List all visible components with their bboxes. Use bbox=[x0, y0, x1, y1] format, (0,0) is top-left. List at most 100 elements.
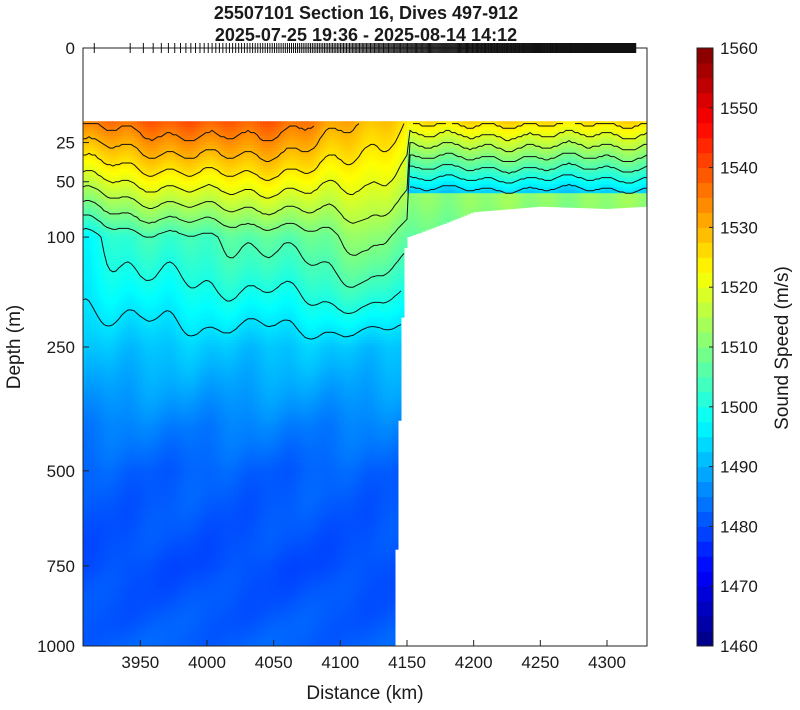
heatmap-cell bbox=[167, 223, 171, 227]
heatmap-cell bbox=[98, 355, 102, 359]
heatmap-cell bbox=[122, 442, 126, 446]
heatmap-cell bbox=[140, 568, 144, 572]
heatmap-cell bbox=[104, 136, 108, 140]
heatmap-cell bbox=[101, 415, 105, 419]
heatmap-cell bbox=[155, 427, 159, 431]
heatmap-cell bbox=[134, 391, 138, 395]
heatmap-cell bbox=[125, 361, 129, 365]
heatmap-cell bbox=[158, 520, 162, 524]
heatmap-cell bbox=[83, 511, 87, 515]
heatmap-cell bbox=[95, 331, 99, 335]
heatmap-cell bbox=[164, 553, 168, 557]
heatmap-cell bbox=[134, 289, 138, 293]
heatmap-cell bbox=[95, 457, 99, 461]
heatmap-cell bbox=[158, 364, 162, 368]
heatmap-cell bbox=[131, 517, 135, 521]
heatmap-cell bbox=[146, 577, 150, 581]
heatmap-cell bbox=[98, 574, 102, 578]
heatmap-cell bbox=[125, 529, 129, 533]
heatmap-cell bbox=[128, 631, 132, 635]
heatmap-cell bbox=[164, 235, 168, 239]
heatmap-cell bbox=[152, 574, 156, 578]
heatmap-cell bbox=[149, 586, 153, 590]
heatmap-cell bbox=[137, 373, 141, 377]
heatmap-cell bbox=[143, 400, 147, 404]
heatmap-cell bbox=[131, 223, 135, 227]
heatmap-cell bbox=[161, 148, 165, 152]
heatmap-cell bbox=[134, 286, 138, 290]
heatmap-cell bbox=[149, 223, 153, 227]
heatmap-cell bbox=[98, 196, 102, 200]
heatmap-cell bbox=[95, 601, 99, 605]
heatmap-cell bbox=[110, 283, 114, 287]
heatmap-cell bbox=[113, 505, 117, 509]
heatmap-cell bbox=[140, 514, 144, 518]
heatmap-cell bbox=[95, 334, 99, 338]
heatmap-cell bbox=[107, 592, 111, 596]
heatmap-cell bbox=[119, 334, 123, 338]
heatmap-cell bbox=[128, 562, 132, 566]
heatmap-cell bbox=[92, 340, 96, 344]
heatmap-cell bbox=[95, 373, 99, 377]
heatmap-cell bbox=[89, 421, 93, 425]
heatmap-cell bbox=[83, 256, 87, 260]
heatmap-cell bbox=[95, 523, 99, 527]
heatmap-cell bbox=[92, 502, 96, 506]
heatmap-cell bbox=[107, 142, 111, 146]
heatmap-cell bbox=[89, 307, 93, 311]
heatmap-cell bbox=[122, 487, 126, 491]
heatmap-cell bbox=[98, 208, 102, 212]
heatmap-cell bbox=[125, 619, 129, 623]
heatmap-cell bbox=[161, 412, 165, 416]
heatmap-cell bbox=[134, 535, 138, 539]
heatmap-cell bbox=[89, 520, 93, 524]
heatmap-cell bbox=[137, 502, 141, 506]
heatmap-cell bbox=[152, 307, 156, 311]
heatmap-cell bbox=[113, 265, 117, 269]
heatmap-cell bbox=[116, 622, 120, 626]
heatmap-cell bbox=[107, 391, 111, 395]
heatmap-cell bbox=[137, 316, 141, 320]
heatmap-cell bbox=[107, 370, 111, 374]
heatmap-cell bbox=[149, 199, 153, 203]
heatmap-cell bbox=[119, 367, 123, 371]
heatmap-cell bbox=[95, 367, 99, 371]
heatmap-cell bbox=[116, 370, 120, 374]
heatmap-cell bbox=[128, 481, 132, 485]
heatmap-cell bbox=[98, 130, 102, 134]
heatmap-cell bbox=[86, 607, 90, 611]
heatmap-cell bbox=[161, 535, 165, 539]
heatmap-cell bbox=[89, 160, 93, 164]
heatmap-cell bbox=[128, 193, 132, 197]
heatmap-cell bbox=[134, 436, 138, 440]
heatmap-cell bbox=[128, 292, 132, 296]
heatmap-cell bbox=[86, 370, 90, 374]
heatmap-cell bbox=[164, 421, 168, 425]
heatmap-cell bbox=[92, 235, 96, 239]
heatmap-cell bbox=[98, 628, 102, 632]
heatmap-cell bbox=[152, 436, 156, 440]
heatmap-cell bbox=[95, 577, 99, 581]
heatmap-cell bbox=[131, 259, 135, 263]
heatmap-cell bbox=[83, 607, 87, 611]
heatmap-cell bbox=[164, 571, 168, 575]
heatmap-cell bbox=[92, 343, 96, 347]
heatmap-cell bbox=[95, 361, 99, 365]
heatmap-cell bbox=[131, 352, 135, 356]
heatmap-cell bbox=[152, 481, 156, 485]
heatmap-cell bbox=[140, 346, 144, 350]
heatmap-cell bbox=[125, 175, 129, 179]
heatmap-cell bbox=[134, 619, 138, 623]
heatmap-cell bbox=[146, 640, 150, 644]
heatmap-cell bbox=[149, 535, 153, 539]
heatmap-cell bbox=[155, 439, 159, 443]
heatmap-cell bbox=[167, 142, 171, 146]
heatmap-cell bbox=[89, 295, 93, 299]
heatmap-cell bbox=[107, 517, 111, 521]
heatmap-cell bbox=[107, 481, 111, 485]
heatmap-cell bbox=[95, 637, 99, 641]
heatmap-cell bbox=[83, 436, 87, 440]
heatmap-cell bbox=[155, 346, 159, 350]
heatmap-cell bbox=[104, 472, 108, 476]
heatmap-cell bbox=[101, 388, 105, 392]
